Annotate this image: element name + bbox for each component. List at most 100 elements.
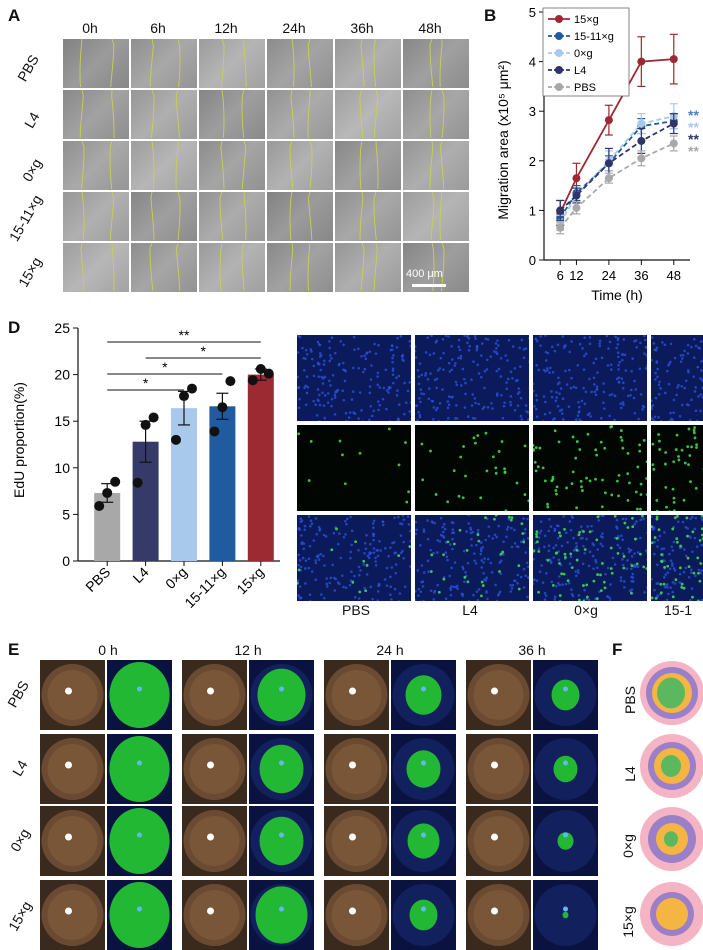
nucleus-dot [398,375,401,378]
row-label-15-11g: 15-11×g [6,192,45,244]
edu-dot [398,464,401,467]
edu-dot [542,466,545,469]
nucleus-dot [577,569,580,572]
edu-dot [658,448,661,451]
nucleus-dot [600,535,603,538]
nucleus-dot [410,401,412,404]
nucleus-dot [377,590,380,593]
nucleus-dot [694,528,697,531]
nucleus-dot [415,533,417,536]
nucleus-dot [614,336,617,339]
nucleus-dot [306,375,309,378]
reflection [65,762,72,769]
nucleus-dot [646,552,648,555]
nucleus-dot [506,359,509,362]
data-point [225,376,235,386]
nucleus-dot [384,578,387,581]
nucleus-dot [463,580,466,583]
nucleus-dot [645,354,648,357]
nucleus-dot [298,386,301,389]
nucleus-dot [470,378,473,381]
y-tick-label: 3 [529,104,536,119]
nucleus-dot [588,378,591,381]
nucleus-dot [529,570,530,573]
edu-dot [397,554,400,557]
legend-marker [555,32,563,40]
micrograph-cell [402,38,470,89]
nucleus-dot [369,392,372,395]
fluorescein-photo [249,880,314,950]
nucleus-dot [635,520,638,523]
eye-photo [324,806,389,876]
nucleus-dot [432,418,435,421]
nucleus-dot [421,421,424,422]
nucleus-dot [575,418,578,421]
nucleus-dot [317,341,320,344]
edu-dot [556,485,559,488]
concentric-diagrams [640,656,703,949]
nucleus-dot [561,583,564,586]
nucleus-dot [629,394,632,397]
nucleus-dot [463,335,466,337]
edu-dot [552,478,555,481]
nucleus-dot [656,347,659,350]
nucleus-dot [486,598,489,601]
micrograph-cell [198,191,266,242]
nucleus-dot [680,385,683,388]
nucleus-dot [620,407,623,410]
nucleus-dot [557,405,560,408]
edu-dot [339,440,342,443]
row-label-15g: 15×g [620,906,636,938]
y-tick-label: 0 [529,253,536,268]
nucleus-dot [538,547,541,550]
nucleus-dot [633,397,636,400]
nucleus-dot [298,528,301,531]
nucleus-dot [509,404,512,407]
legend-marker [555,66,563,74]
nucleus-dot [544,592,547,595]
nucleus-dot [430,589,433,592]
nucleus-dot [581,347,584,350]
nucleus-dot [666,571,669,574]
edu-dot [626,472,629,475]
nucleus-dot [392,382,395,385]
nucleus-dot [495,347,498,350]
nucleus-dot [599,542,602,545]
fluorescein-photo [533,880,598,950]
edu-dot [564,553,567,556]
nucleus-dot [300,566,303,569]
nucleus-dot [672,549,675,552]
edu-dot [660,553,663,556]
nucleus-dot [346,518,349,521]
nucleus-dot [378,583,381,586]
nucleus-dot [468,349,471,352]
nucleus-dot [550,390,553,393]
nucleus-dot [358,566,361,569]
nucleus-dot [460,357,463,360]
y-tick-label: 25 [54,320,70,336]
nucleus-dot [457,357,460,360]
wound-edge-left [290,243,293,291]
nucleus-dot [517,546,520,549]
nucleus-dot [352,411,355,414]
stained-area [408,823,440,858]
edu-dot [569,552,572,555]
row-label-pbs: PBS [622,686,638,714]
reflection [563,687,568,692]
nucleus-dot [322,377,325,380]
legend-label: 0×g [574,48,593,60]
edu-dot [697,572,700,575]
nucleus-dot [315,517,318,520]
nucleus-dot [520,397,523,400]
nucleus-dot [409,420,412,422]
nucleus-dot [301,347,304,350]
edu-dot [601,562,604,565]
nucleus-dot [679,573,682,576]
nucleus-dot [315,533,318,536]
nucleus-dot [562,397,565,400]
iris-inner [48,744,98,794]
nucleus-dot [333,577,336,580]
fluorescein-photo [249,806,314,876]
nucleus-dot [558,559,561,562]
